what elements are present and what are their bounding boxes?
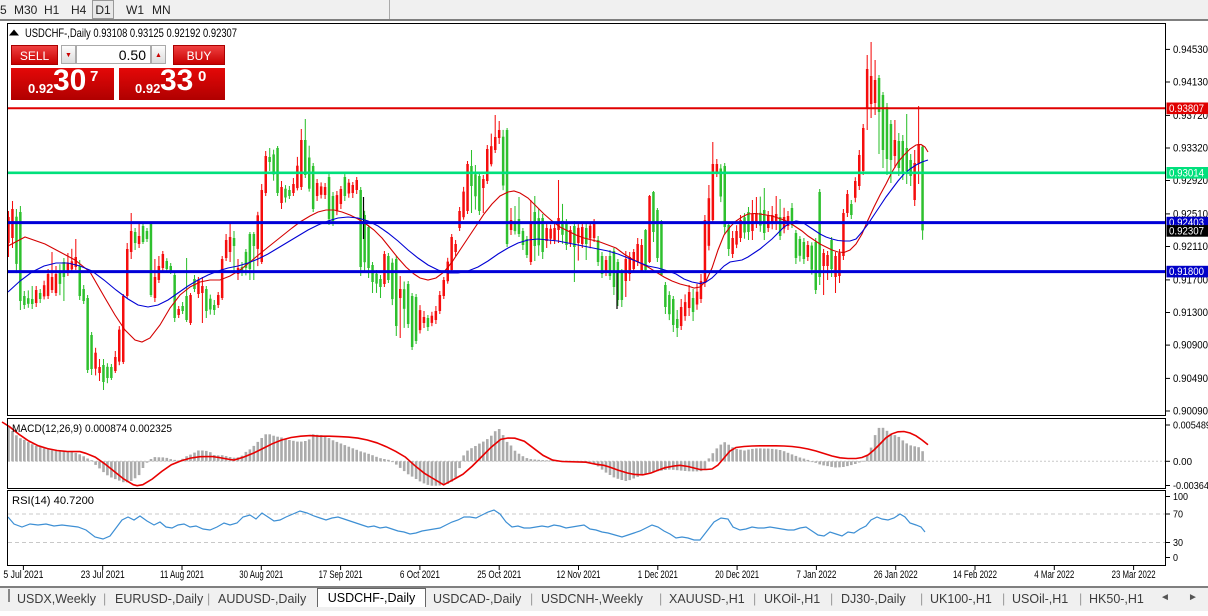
svg-text:0.93014: 0.93014 xyxy=(1169,167,1204,179)
svg-text:100: 100 xyxy=(1173,491,1188,503)
svg-text:0.93807: 0.93807 xyxy=(1169,103,1204,115)
svg-text:20 Dec 2021: 20 Dec 2021 xyxy=(715,569,759,581)
svg-text:11 Aug 2021: 11 Aug 2021 xyxy=(160,569,204,581)
svg-text:0.94530: 0.94530 xyxy=(1173,44,1208,56)
svg-text:0.94130: 0.94130 xyxy=(1173,77,1208,89)
svg-text:0.93320: 0.93320 xyxy=(1173,143,1208,155)
svg-text:5 Jul 2021: 5 Jul 2021 xyxy=(3,569,43,581)
svg-text:7 Jan 2022: 7 Jan 2022 xyxy=(796,569,836,581)
svg-text:0.90900: 0.90900 xyxy=(1173,340,1208,352)
svg-text:23 Jul 2021: 23 Jul 2021 xyxy=(81,569,125,581)
svg-text:RSI(14) 40.7200: RSI(14) 40.7200 xyxy=(12,495,94,507)
svg-text:0.90090: 0.90090 xyxy=(1173,406,1208,418)
svg-text:25 Oct 2021: 25 Oct 2021 xyxy=(477,569,521,581)
svg-text:USDCHF-,Daily 0.93108 0.93125: USDCHF-,Daily 0.93108 0.93125 0.92192 0.… xyxy=(25,26,237,40)
svg-text:26 Jan 2022: 26 Jan 2022 xyxy=(874,569,918,581)
svg-text:MACD(12,26,9) 0.000874 0.00232: MACD(12,26,9) 0.000874 0.002325 xyxy=(12,423,172,435)
svg-text:17 Sep 2021: 17 Sep 2021 xyxy=(319,569,363,581)
svg-text:0.91300: 0.91300 xyxy=(1173,307,1208,319)
svg-text:0: 0 xyxy=(1173,552,1178,564)
svg-text:0.92307: 0.92307 xyxy=(1169,226,1204,238)
svg-text:6 Oct 2021: 6 Oct 2021 xyxy=(400,569,440,581)
svg-text:0.90490: 0.90490 xyxy=(1173,373,1208,385)
svg-text:0.00: 0.00 xyxy=(1173,456,1192,468)
svg-text:70: 70 xyxy=(1173,509,1183,521)
svg-text:14 Feb 2022: 14 Feb 2022 xyxy=(953,569,997,581)
svg-text:0.91800: 0.91800 xyxy=(1169,266,1204,278)
svg-text:30: 30 xyxy=(1173,537,1183,549)
svg-text:1 Dec 2021: 1 Dec 2021 xyxy=(638,569,678,581)
svg-text:23 Mar 2022: 23 Mar 2022 xyxy=(1112,569,1156,581)
svg-text:0.005489: 0.005489 xyxy=(1173,420,1208,432)
svg-text:30 Aug 2021: 30 Aug 2021 xyxy=(239,569,283,581)
svg-text:0.92110: 0.92110 xyxy=(1173,241,1208,253)
svg-text:4 Mar 2022: 4 Mar 2022 xyxy=(1034,569,1074,581)
svg-text:12 Nov 2021: 12 Nov 2021 xyxy=(557,569,601,581)
